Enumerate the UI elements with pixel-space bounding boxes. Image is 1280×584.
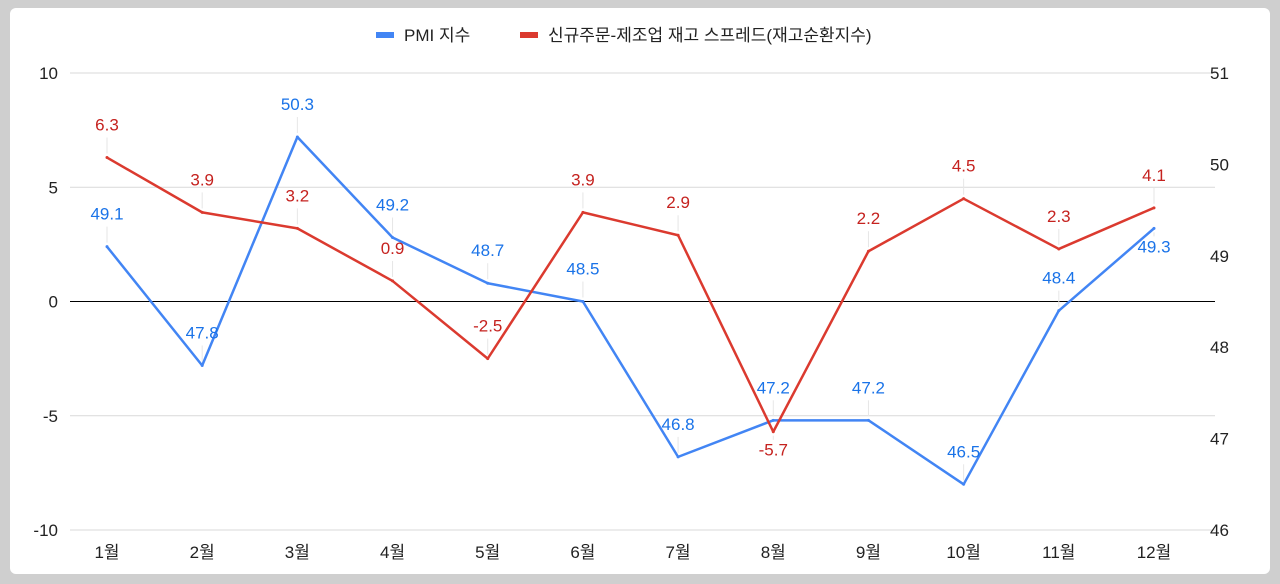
x-axis-tick: 9월 <box>856 543 881 562</box>
x-axis-tick: 5월 <box>475 543 500 562</box>
right-axis-tick: 49 <box>1210 247 1229 266</box>
data-label: 6.3 <box>95 116 119 135</box>
data-label: 4.1 <box>1142 166 1166 185</box>
x-axis-tick: 7월 <box>666 543 691 562</box>
data-point <box>105 156 109 160</box>
data-label: 3.2 <box>286 186 310 205</box>
data-point <box>866 418 870 422</box>
data-point <box>1152 206 1156 210</box>
data-label: 50.3 <box>281 95 314 114</box>
data-label: 46.8 <box>662 415 695 434</box>
legend-swatch <box>520 32 538 38</box>
x-axis-tick: 2월 <box>190 543 215 562</box>
data-label: 49.3 <box>1137 237 1170 256</box>
data-label: -2.5 <box>473 317 502 336</box>
data-label: 2.2 <box>857 209 881 228</box>
left-axis-tick: -5 <box>43 407 58 426</box>
legend-swatch <box>376 32 394 38</box>
data-label: 2.3 <box>1047 207 1071 226</box>
data-label: 47.2 <box>852 378 885 397</box>
x-axis-tick: 6월 <box>570 543 595 562</box>
data-point <box>105 245 109 249</box>
data-label: -5.7 <box>759 441 788 460</box>
right-axis-tick: 51 <box>1210 64 1229 83</box>
data-point <box>391 236 395 240</box>
right-axis-tick: 50 <box>1210 155 1229 174</box>
data-point <box>200 210 204 214</box>
data-label: 49.1 <box>90 205 123 224</box>
data-label: 47.2 <box>757 378 790 397</box>
data-point <box>486 281 490 285</box>
data-point <box>200 363 204 367</box>
right-axis-tick: 47 <box>1210 430 1229 449</box>
data-point <box>1152 226 1156 230</box>
data-label: 2.9 <box>666 193 690 212</box>
data-label: 4.5 <box>952 157 976 176</box>
data-point <box>962 197 966 201</box>
data-point <box>771 430 775 434</box>
data-label: 48.7 <box>471 241 504 260</box>
x-axis-tick: 1월 <box>94 543 119 562</box>
data-point <box>866 249 870 253</box>
series-line-2 <box>106 156 1155 433</box>
data-label: 0.9 <box>381 239 405 258</box>
data-point <box>486 357 490 361</box>
legend-label: PMI 지수 <box>404 26 470 45</box>
data-label: 49.2 <box>376 196 409 215</box>
data-point <box>581 300 585 303</box>
left-axis-tick: 10 <box>39 64 58 83</box>
data-point <box>391 279 395 283</box>
left-axis-tick: 0 <box>49 293 58 312</box>
x-axis-tick: 10월 <box>946 543 981 562</box>
left-axis-tick: 5 <box>49 178 58 197</box>
chart-card: 10 5 0 -5 -10 51 50 49 48 47 46 1월 2월 3월 4월 5월 6월 7월 8월 9월 1… <box>10 8 1270 574</box>
right-axis-tick: 48 <box>1210 338 1229 357</box>
series-line-1 <box>106 135 1155 486</box>
legend-label: 신규주문-제조업 재고 스프레드(재고순환지수) <box>548 26 872 45</box>
left-axis-tick: -10 <box>33 521 58 540</box>
data-point <box>1057 247 1061 251</box>
data-label: 48.5 <box>566 260 599 279</box>
data-label: 47.8 <box>186 323 219 342</box>
data-label: 46.5 <box>947 442 980 461</box>
data-point <box>676 455 680 459</box>
data-point <box>295 226 299 230</box>
data-point <box>676 233 680 237</box>
x-axis-tick: 3월 <box>285 543 310 562</box>
data-point <box>295 135 299 139</box>
x-axis-tick: 4월 <box>380 543 405 562</box>
x-axis-tick: 11월 <box>1042 543 1075 562</box>
data-point <box>1057 309 1061 313</box>
x-axis-tick: 8월 <box>761 543 786 562</box>
data-label: 3.9 <box>571 170 595 189</box>
data-label: 3.9 <box>190 170 214 189</box>
right-axis-tick: 46 <box>1210 521 1229 540</box>
data-label: 48.4 <box>1042 269 1075 288</box>
data-point <box>962 482 966 486</box>
data-point <box>771 418 775 422</box>
data-point <box>581 210 585 214</box>
x-axis-tick: 12월 <box>1137 543 1172 562</box>
